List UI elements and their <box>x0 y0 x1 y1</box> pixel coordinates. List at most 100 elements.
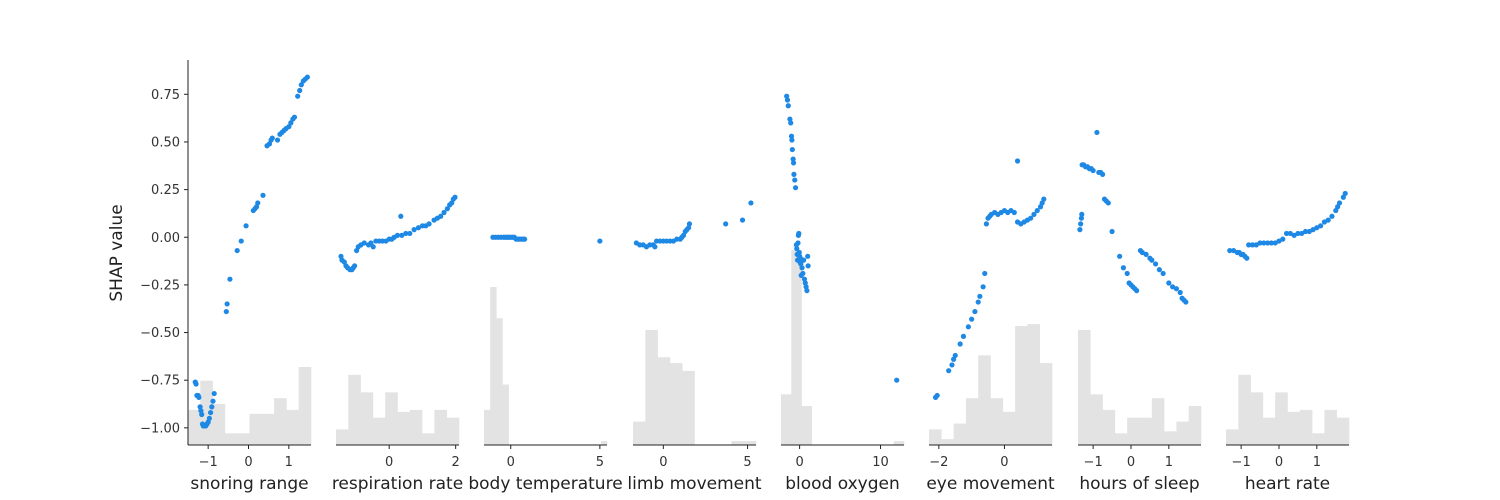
shap-point <box>1295 230 1301 237</box>
shap-point <box>199 411 205 418</box>
hist-bar <box>188 409 201 445</box>
shap-point <box>210 398 216 404</box>
shap-point <box>274 137 281 143</box>
hist-bar <box>633 421 646 445</box>
feature-label: heart rate <box>1245 474 1330 494</box>
hist-bar <box>731 441 744 445</box>
hist-bar <box>781 394 792 445</box>
hist-bar <box>261 413 275 445</box>
shap-point <box>652 244 658 250</box>
shap-point <box>960 333 967 339</box>
hist-bar <box>929 429 942 445</box>
hist-bar <box>1139 417 1153 445</box>
shap-point <box>796 230 802 237</box>
hist-bar <box>200 380 213 445</box>
shap-point <box>805 263 811 269</box>
shap-point <box>1156 267 1162 273</box>
shap-point <box>801 257 807 263</box>
shap-point <box>980 284 986 290</box>
hist-bar <box>1151 398 1165 445</box>
shap-point <box>407 230 413 237</box>
y-axis-label: SHAP value <box>107 204 127 301</box>
hist-bar <box>1238 374 1251 445</box>
x-tick-label: 1 <box>1313 455 1321 470</box>
hist-bar <box>941 439 954 445</box>
shap-point <box>297 87 303 94</box>
y-tick-label: 0.00 <box>151 231 180 246</box>
hist-bar <box>1336 417 1350 445</box>
shap-point <box>441 209 447 216</box>
shap-point <box>1160 270 1166 277</box>
hist-bar <box>502 384 509 445</box>
hist-bar <box>446 417 460 445</box>
shap-point <box>805 253 811 259</box>
hist-bar <box>893 441 905 445</box>
shap-point <box>211 390 217 397</box>
shap-point <box>1014 158 1021 164</box>
hist-bar <box>1164 431 1177 445</box>
shap-point <box>784 97 791 103</box>
shap-point <box>977 293 983 299</box>
shap-point <box>196 394 202 400</box>
shap-point <box>965 324 971 330</box>
hist-bar <box>1324 409 1337 445</box>
x-tick-label: 0 <box>659 455 667 470</box>
shap-point <box>1124 270 1130 277</box>
shap-point <box>1028 215 1034 221</box>
y-tick-label: 0.75 <box>151 88 180 103</box>
feature-label: limb movement <box>627 474 761 494</box>
hist-bar <box>791 250 802 445</box>
hist-bar <box>496 318 503 445</box>
shap-point <box>1078 215 1085 221</box>
shap-point <box>288 120 294 126</box>
shap-point <box>723 221 729 227</box>
hist-bar <box>1287 411 1301 445</box>
shap-point <box>1318 223 1324 229</box>
shap-point <box>403 230 409 237</box>
hist-bar <box>385 392 398 445</box>
feature-label: eye movement <box>926 474 1055 494</box>
shap-point <box>223 308 229 315</box>
shap-point <box>748 200 754 206</box>
shap-point <box>370 244 376 250</box>
shap-point <box>291 114 298 120</box>
x-tick-label: 5 <box>596 455 604 470</box>
shap-point <box>1261 240 1267 246</box>
shap-point <box>1329 213 1335 219</box>
hist-bar <box>1312 433 1325 445</box>
shap-point <box>209 404 215 410</box>
shap-point <box>975 299 981 305</box>
hist-bar <box>1299 409 1313 445</box>
hist-bar <box>274 398 287 445</box>
shap-point <box>957 341 963 347</box>
hist-bar <box>1226 429 1239 445</box>
shap-point <box>800 270 806 277</box>
hist-bar <box>212 404 226 445</box>
shap-point <box>234 247 240 254</box>
x-tick-label: 0 <box>1275 455 1283 470</box>
feature-label: respiration rate <box>332 474 463 494</box>
shap-point <box>790 156 796 162</box>
x-tick-label: 5 <box>743 455 751 470</box>
shap-point <box>193 381 199 387</box>
shap-point <box>686 221 693 227</box>
shap-point <box>1031 211 1037 217</box>
hist-bar <box>1250 392 1264 445</box>
y-tick-label: −1.00 <box>140 421 180 436</box>
x-tick-label: 10 <box>872 455 889 470</box>
hist-bar <box>1015 326 1028 445</box>
y-tick-label: 0.25 <box>151 183 180 198</box>
shap-point <box>522 236 528 242</box>
shap-point <box>286 124 292 130</box>
feature-label: hours of sleep <box>1079 474 1199 494</box>
shap-point <box>1302 228 1309 235</box>
shap-point <box>788 120 794 126</box>
shap-point <box>1227 247 1233 254</box>
hist-bar <box>1262 417 1276 445</box>
hist-bar <box>600 441 608 445</box>
shap-point <box>361 240 367 246</box>
hist-bar <box>348 374 361 445</box>
shap-point <box>1342 190 1348 197</box>
panel-2: 0 5 body temperature <box>468 234 623 494</box>
shap-point <box>415 225 422 231</box>
